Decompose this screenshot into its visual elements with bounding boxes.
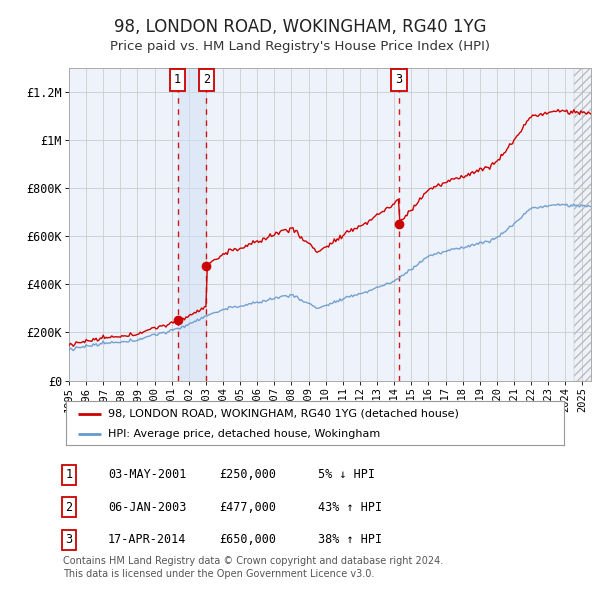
Text: Price paid vs. HM Land Registry's House Price Index (HPI): Price paid vs. HM Land Registry's House … [110, 40, 490, 53]
Text: 43% ↑ HPI: 43% ↑ HPI [318, 501, 382, 514]
Text: HPI: Average price, detached house, Wokingham: HPI: Average price, detached house, Woki… [109, 430, 380, 440]
Text: 5% ↓ HPI: 5% ↓ HPI [318, 468, 375, 481]
Text: 1: 1 [65, 468, 73, 481]
Text: 3: 3 [395, 73, 403, 86]
Text: Contains HM Land Registry data © Crown copyright and database right 2024.
This d: Contains HM Land Registry data © Crown c… [63, 556, 443, 579]
Text: 98, LONDON ROAD, WOKINGHAM, RG40 1YG (detached house): 98, LONDON ROAD, WOKINGHAM, RG40 1YG (de… [109, 409, 459, 418]
Bar [178, 68, 206, 381]
Text: 1: 1 [174, 73, 181, 86]
Text: 2: 2 [203, 73, 210, 86]
Text: 03-MAY-2001: 03-MAY-2001 [108, 468, 187, 481]
Text: £477,000: £477,000 [219, 501, 276, 514]
Text: 06-JAN-2003: 06-JAN-2003 [108, 501, 187, 514]
Text: 17-APR-2014: 17-APR-2014 [108, 533, 187, 546]
Text: £650,000: £650,000 [219, 533, 276, 546]
Text: 98, LONDON ROAD, WOKINGHAM, RG40 1YG: 98, LONDON ROAD, WOKINGHAM, RG40 1YG [114, 18, 486, 35]
Text: 2: 2 [65, 501, 73, 514]
Text: £250,000: £250,000 [219, 468, 276, 481]
Text: 38% ↑ HPI: 38% ↑ HPI [318, 533, 382, 546]
Bar [574, 68, 599, 381]
Text: 3: 3 [65, 533, 73, 546]
